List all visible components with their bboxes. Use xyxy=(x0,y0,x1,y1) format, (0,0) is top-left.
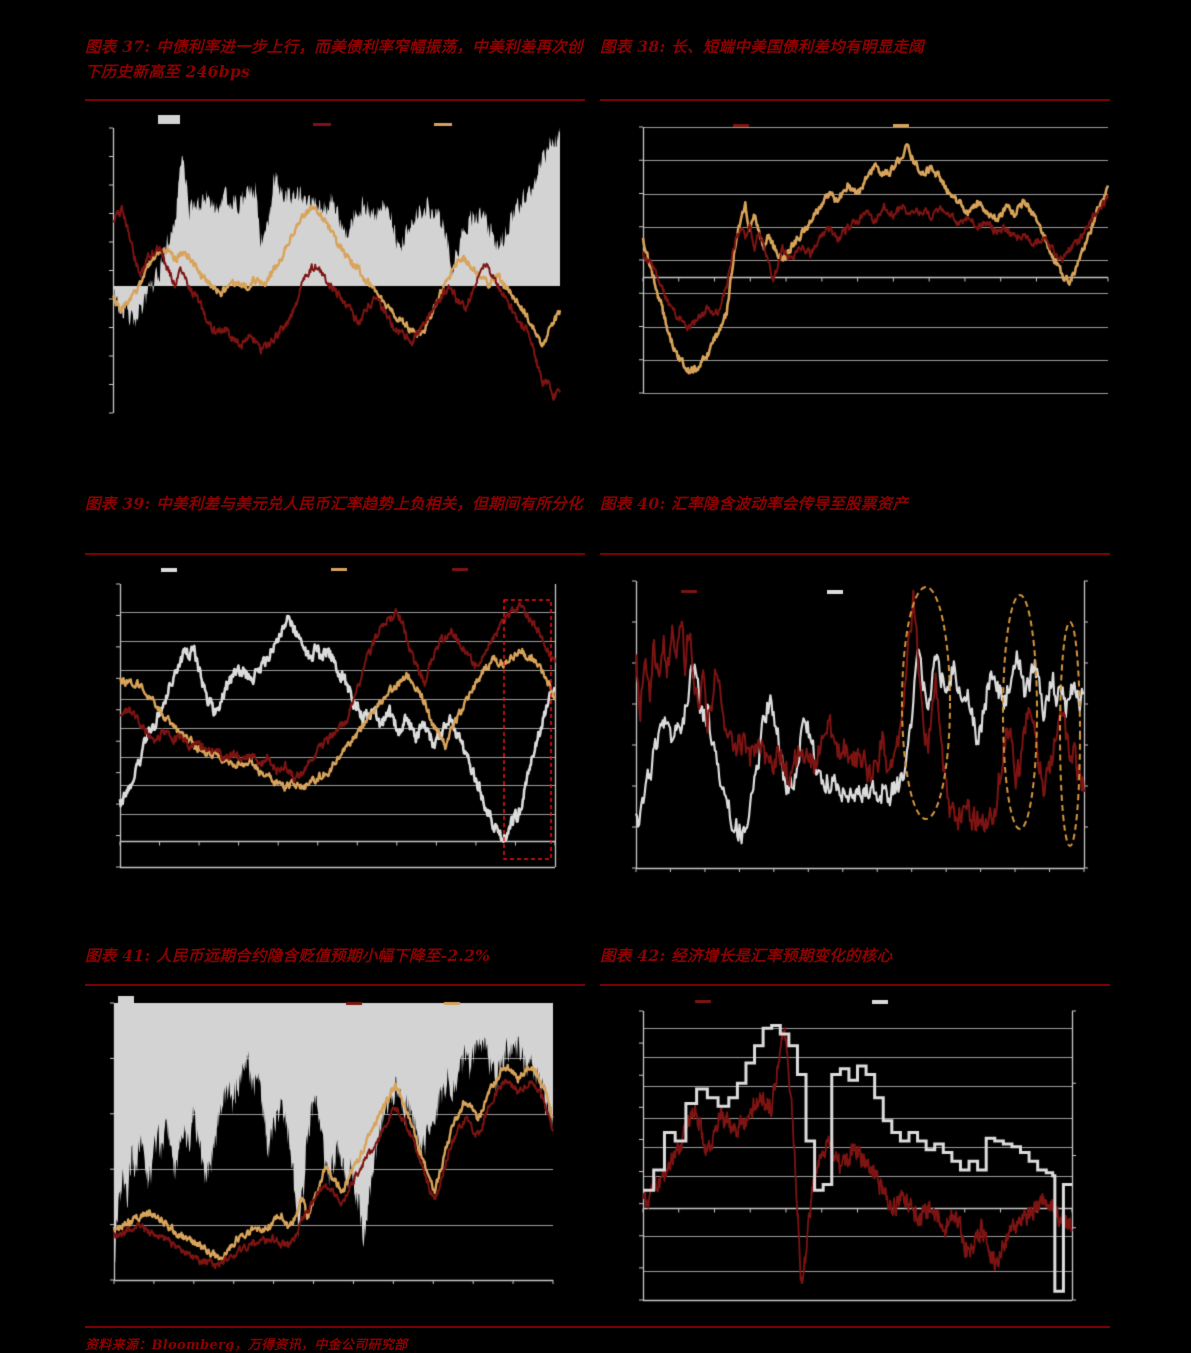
figure-39-chart-area xyxy=(85,565,585,885)
figure-38-block: 图表 38: 长、短端中美国债利差均有明显走阔 xyxy=(600,18,1110,433)
figure-41-chart xyxy=(85,992,585,1322)
figure-42-block: 图表 42: 经济增长是汇率预期变化的核心 xyxy=(600,927,1110,1322)
figure-37-chart xyxy=(85,111,585,433)
figure-39-block: 图表 39: 中美利差与美元兑人民币汇率趋势上负相关，但期间有所分化 xyxy=(85,475,585,885)
figure-39-title: 图表 39: 中美利差与美元兑人民币汇率趋势上负相关，但期间有所分化 xyxy=(85,493,583,513)
figure-40-title-rule xyxy=(600,553,1110,555)
figure-42-title: 图表 42: 经济增长是汇率预期变化的核心 xyxy=(600,945,893,965)
figure-38-title: 图表 38: 长、短端中美国债利差均有明显走阔 xyxy=(600,36,924,56)
figure-40-block: 图表 40: 汇率隐含波动率会传导至股票资产 xyxy=(600,475,1110,885)
figure-38-chart xyxy=(600,111,1110,433)
figure-40-chart-area xyxy=(600,565,1110,885)
figure-37-block: 图表 37: 中债利率进一步上行，而美债利率窄幅振荡，中美利差再次创下历史新高至… xyxy=(85,18,585,433)
figure-42-title-rule xyxy=(600,984,1110,986)
figure-39-title-rule xyxy=(85,553,585,555)
figure-40-title: 图表 40: 汇率隐含波动率会传导至股票资产 xyxy=(600,493,909,513)
figure-41-block: 图表 41: 人民币远期合约隐含贬值预期小幅下降至-2.2% xyxy=(85,927,585,1322)
figure-41-chart-area xyxy=(85,992,585,1322)
figure-40-chart xyxy=(600,565,1110,885)
figure-37-chart-area xyxy=(85,111,585,433)
figure-38-title-rule xyxy=(600,99,1110,101)
report-page: 图表 37: 中债利率进一步上行，而美债利率窄幅振荡，中美利差再次创下历史新高至… xyxy=(85,36,1110,1353)
figure-38-chart-area xyxy=(600,111,1110,433)
figure-42-chart-area xyxy=(600,992,1110,1322)
figure-grid: 图表 37: 中债利率进一步上行，而美债利率窄幅振荡，中美利差再次创下历史新高至… xyxy=(85,18,1110,1322)
source-line: 资料来源：Bloomberg，万得资讯，中金公司研究部 xyxy=(85,1338,408,1353)
figure-37-title: 图表 37: 中债利率进一步上行，而美债利率窄幅振荡，中美利差再次创下历史新高至… xyxy=(85,36,583,81)
figure-41-title: 图表 41: 人民币远期合约隐含贬值预期小幅下降至-2.2% xyxy=(85,945,491,965)
figure-41-title-rule xyxy=(85,984,585,986)
figure-37-title-rule xyxy=(85,99,585,101)
figure-42-chart xyxy=(600,992,1110,1322)
source-divider-rule xyxy=(85,1326,1110,1328)
figure-39-chart xyxy=(85,565,585,885)
